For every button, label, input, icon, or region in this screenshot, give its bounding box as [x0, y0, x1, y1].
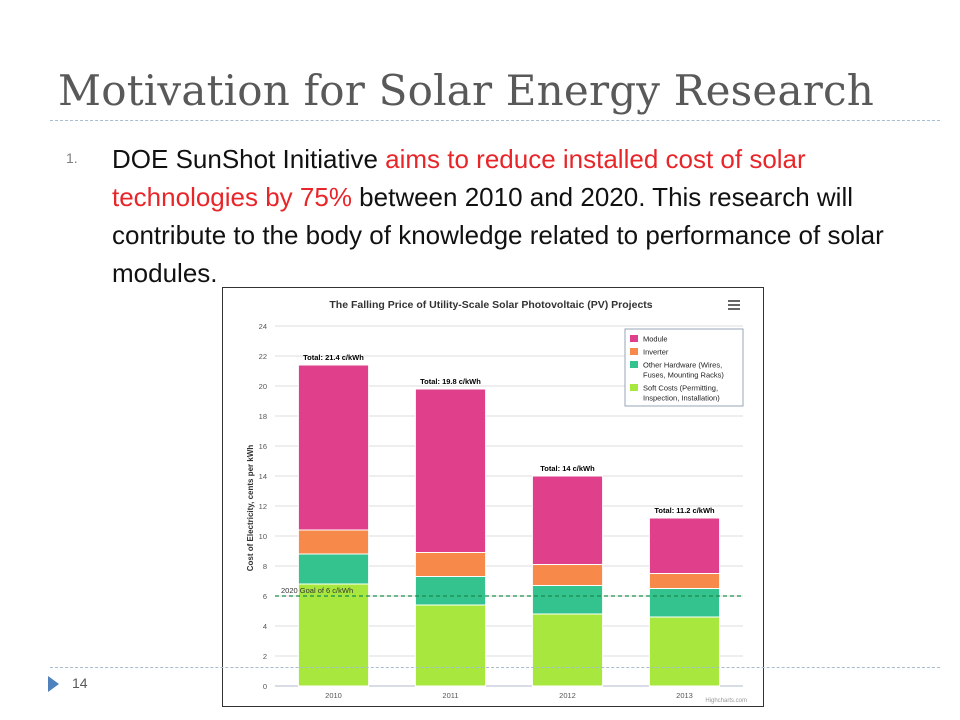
total-label: Total: 19.8 c/kWh [420, 377, 481, 386]
y-tick-label: 6 [263, 592, 267, 601]
bar-segment[interactable] [531, 475, 604, 565]
bar-segment[interactable] [648, 573, 721, 589]
legend-label[interactable]: Inspection, Installation) [643, 394, 720, 403]
total-label: Total: 11.2 c/kWh [654, 506, 715, 515]
legend-swatch[interactable] [630, 335, 638, 342]
chart-title: The Falling Price of Utility-Scale Solar… [329, 299, 652, 311]
bullet-text-highlight: aims to reduce installed cost of solar t… [112, 144, 806, 212]
y-tick-label: 12 [259, 502, 267, 511]
bar-segment[interactable] [414, 604, 487, 687]
y-tick-label: 22 [259, 352, 267, 361]
bar-segment[interactable] [297, 583, 370, 687]
bar-segment[interactable] [648, 616, 721, 687]
y-axis-label: Cost of Electricity, cents per kWh [246, 445, 255, 572]
legend-box [624, 328, 744, 407]
title-divider [50, 120, 940, 121]
legend-swatch[interactable] [630, 384, 638, 391]
x-tick-label: 2012 [559, 691, 576, 700]
legend-label[interactable]: Fuses, Mounting Racks) [643, 371, 724, 380]
y-tick-label: 4 [263, 622, 267, 631]
chart-credit[interactable]: Highcharts.com [705, 698, 747, 704]
goal-line-label: 2020 Goal of 6 c/kWh [281, 586, 353, 595]
bullet-text-intro: DOE SunShot Initiative [112, 144, 386, 174]
bar-segment[interactable] [297, 529, 370, 555]
bar-segment[interactable] [648, 588, 721, 618]
bar-segment[interactable] [531, 585, 604, 615]
legend-swatch[interactable] [630, 361, 638, 368]
slide-title: Motivation for Solar Energy Research [58, 66, 874, 115]
bar-segment[interactable] [414, 552, 487, 577]
legend-label[interactable]: Inverter [643, 348, 669, 357]
y-tick-label: 24 [259, 322, 267, 331]
legend-label[interactable]: Other Hardware (Wires, [643, 361, 722, 370]
y-tick-label: 2 [263, 652, 267, 661]
total-label: Total: 14 c/kWh [540, 464, 595, 473]
bar-segment[interactable] [297, 364, 370, 531]
footer-triangle-icon [48, 676, 59, 692]
bar-segment[interactable] [414, 388, 487, 553]
y-tick-label: 10 [259, 532, 267, 541]
bullet-number: 1. [66, 150, 78, 166]
y-tick-label: 20 [259, 382, 267, 391]
bar-segment[interactable] [531, 564, 604, 586]
y-tick-label: 16 [259, 442, 267, 451]
y-tick-label: 8 [263, 562, 267, 571]
bullet-text: DOE SunShot Initiative aims to reduce in… [112, 140, 912, 292]
legend-label[interactable]: Module [643, 335, 668, 344]
x-tick-label: 2011 [442, 691, 458, 700]
bar-segment[interactable] [531, 613, 604, 687]
x-tick-label: 2013 [676, 691, 693, 700]
chart-frame: The Falling Price of Utility-Scale Solar… [222, 287, 764, 707]
footer-divider [50, 667, 940, 668]
x-tick-label: 2010 [325, 691, 342, 700]
stacked-bar-chart: The Falling Price of Utility-Scale Solar… [246, 299, 747, 704]
hamburger-menu-icon[interactable] [728, 300, 740, 310]
y-tick-label: 0 [263, 682, 267, 691]
total-label: Total: 21.4 c/kWh [303, 353, 364, 362]
bar-segment[interactable] [414, 576, 487, 606]
legend-swatch[interactable] [630, 348, 638, 355]
bar-segment[interactable] [297, 553, 370, 585]
legend-label[interactable]: Soft Costs (Permitting, [643, 384, 718, 393]
bar-segment[interactable] [648, 517, 721, 574]
page-number: 14 [72, 675, 88, 691]
y-tick-label: 18 [259, 412, 267, 421]
bullet-text-rest: between 2010 and 2020. This research wil… [112, 182, 884, 288]
y-tick-label: 14 [259, 472, 267, 481]
